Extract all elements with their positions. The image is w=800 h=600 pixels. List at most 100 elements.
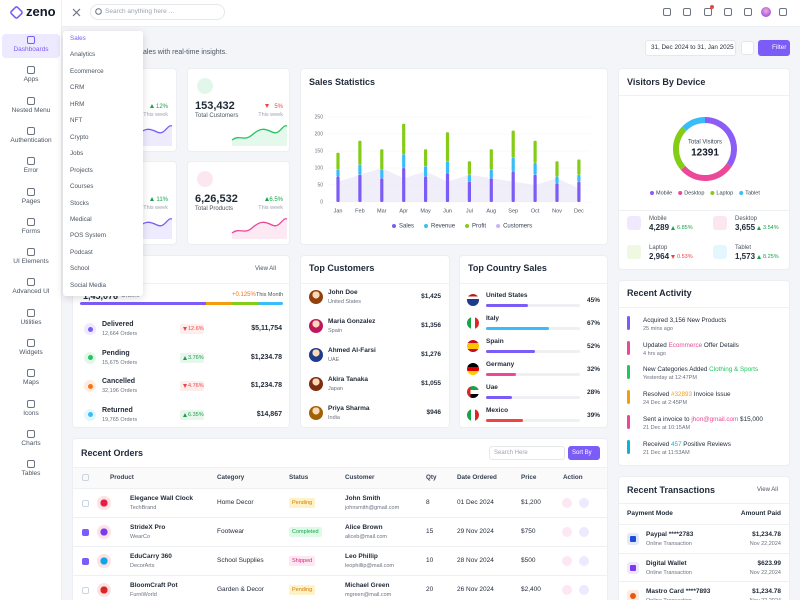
order-change: 3.76% (188, 354, 204, 361)
nav-item[interactable]: Charts (21, 439, 41, 447)
dropdown-item[interactable]: NFT (70, 117, 83, 125)
divider (618, 581, 790, 582)
country-flag (467, 409, 479, 421)
view-button[interactable] (579, 498, 589, 508)
dropdown-item[interactable]: Courses (70, 183, 94, 191)
divider (618, 552, 790, 554)
bar (511, 157, 515, 172)
sidebar (0, 0, 62, 600)
nav-item[interactable]: Apps (23, 76, 39, 84)
dropdown-item[interactable]: Medical (70, 215, 92, 223)
view-button[interactable] (579, 585, 589, 595)
nav-item[interactable]: UI Elements (13, 258, 49, 266)
dropdown-item[interactable]: Social Media (70, 281, 107, 289)
search-box[interactable] (90, 4, 225, 20)
bar (467, 181, 471, 202)
toolbar-icon[interactable] (683, 8, 691, 16)
dropdown-item[interactable]: Crypto (70, 133, 89, 141)
nav-item[interactable]: Forms (21, 227, 41, 235)
nav-item[interactable]: Dashboards (13, 46, 49, 53)
order-change: 4.76% (188, 383, 204, 389)
toolbar-icon[interactable] (779, 8, 787, 16)
country-name: Italy (486, 315, 500, 322)
sparkline (231, 125, 288, 141)
device-change: 3.54% (763, 225, 779, 231)
card (300, 68, 608, 245)
edit-button[interactable] (562, 556, 572, 566)
edit-button[interactable] (562, 527, 572, 537)
checkbox[interactable] (82, 499, 89, 507)
edit-button[interactable] (562, 585, 572, 595)
nav-item[interactable]: Authentication (10, 136, 52, 144)
customer-country: Japan (328, 386, 343, 392)
order-count: 19,765 Orders (102, 416, 138, 423)
nav-item[interactable]: Widgets (19, 349, 43, 356)
bar (577, 181, 581, 202)
stat-change: 11% (156, 197, 168, 203)
nav-item[interactable]: Nested Menu (11, 106, 51, 114)
checkbox[interactable] (82, 586, 89, 594)
nav-icon (27, 96, 35, 105)
device-value: 2,964 (649, 252, 670, 261)
checkbox[interactable] (82, 474, 89, 481)
stat-icon (197, 78, 213, 94)
edit-button[interactable] (562, 498, 572, 508)
order-amount: $5,11,754 (251, 325, 282, 332)
donut-segment (680, 163, 732, 181)
toolbar-icon[interactable] (724, 8, 732, 16)
nav-icon (27, 187, 35, 196)
dropdown-item[interactable]: Sales (70, 35, 86, 42)
dropdown-item[interactable]: School (70, 265, 90, 273)
toolbar-icon[interactable] (744, 8, 752, 16)
orders-period: This Month (256, 292, 284, 298)
nav-item[interactable]: Error (23, 167, 39, 175)
nav-item[interactable]: Utilities (20, 318, 42, 326)
order-status: Delivered (102, 321, 134, 328)
avatar[interactable] (761, 7, 771, 17)
dropdown-item[interactable]: Ecommerce (70, 67, 104, 75)
sparkline-area (232, 218, 287, 239)
activity-marker (627, 365, 630, 380)
toolbar-icon[interactable] (663, 8, 671, 16)
price: $1,200 (521, 499, 541, 506)
toolbar-icon[interactable] (704, 8, 712, 16)
product-name: EduCarry 360 (130, 553, 172, 560)
filter-button[interactable] (758, 40, 790, 56)
dropdown-item[interactable]: HRM (70, 100, 85, 108)
dropdown-item[interactable]: Projects (70, 166, 93, 174)
nav-item[interactable]: Maps (23, 379, 39, 387)
dropdown-item[interactable]: Stocks (70, 199, 89, 207)
search-input[interactable] (489, 446, 565, 460)
legend-label: Profit (472, 224, 486, 230)
quantity: 20 (426, 586, 434, 593)
bar (555, 161, 559, 177)
dropdown-item[interactable]: Analytics (70, 51, 96, 59)
stat-value: 6,26,532 (195, 193, 238, 205)
nav-item[interactable]: Tables (21, 470, 41, 478)
order-count: 32,196 Orders (102, 388, 138, 394)
country-value: 52% (586, 343, 600, 350)
date-picker[interactable] (645, 40, 736, 56)
view-button[interactable] (579, 527, 589, 537)
sort-button[interactable] (568, 446, 600, 460)
dropdown-item[interactable]: Podcast (70, 248, 93, 256)
dropdown-item[interactable]: CRM (70, 84, 85, 92)
icon-button[interactable] (741, 41, 754, 55)
customer-amount: $1,055 (421, 380, 441, 387)
nav-item[interactable]: Pages (21, 197, 41, 205)
checkbox[interactable] (82, 557, 89, 565)
legend-label: Tablet (745, 190, 760, 196)
customer-avatar (309, 290, 323, 304)
nav-item[interactable]: Icons (23, 409, 39, 417)
checkbox[interactable] (82, 528, 89, 536)
view-button[interactable] (579, 556, 589, 566)
dropdown-item[interactable]: POS System (70, 232, 107, 240)
card-title: Top Country Sales (468, 263, 547, 273)
nav-item[interactable]: Advanced UI (12, 288, 50, 296)
dropdown-item[interactable]: Jobs (70, 150, 84, 158)
column-header: Action (563, 474, 583, 481)
x-tick-label: Oct (531, 208, 540, 214)
payment-logo (630, 593, 636, 599)
payment-name: Paypal ****2783 (646, 531, 694, 538)
